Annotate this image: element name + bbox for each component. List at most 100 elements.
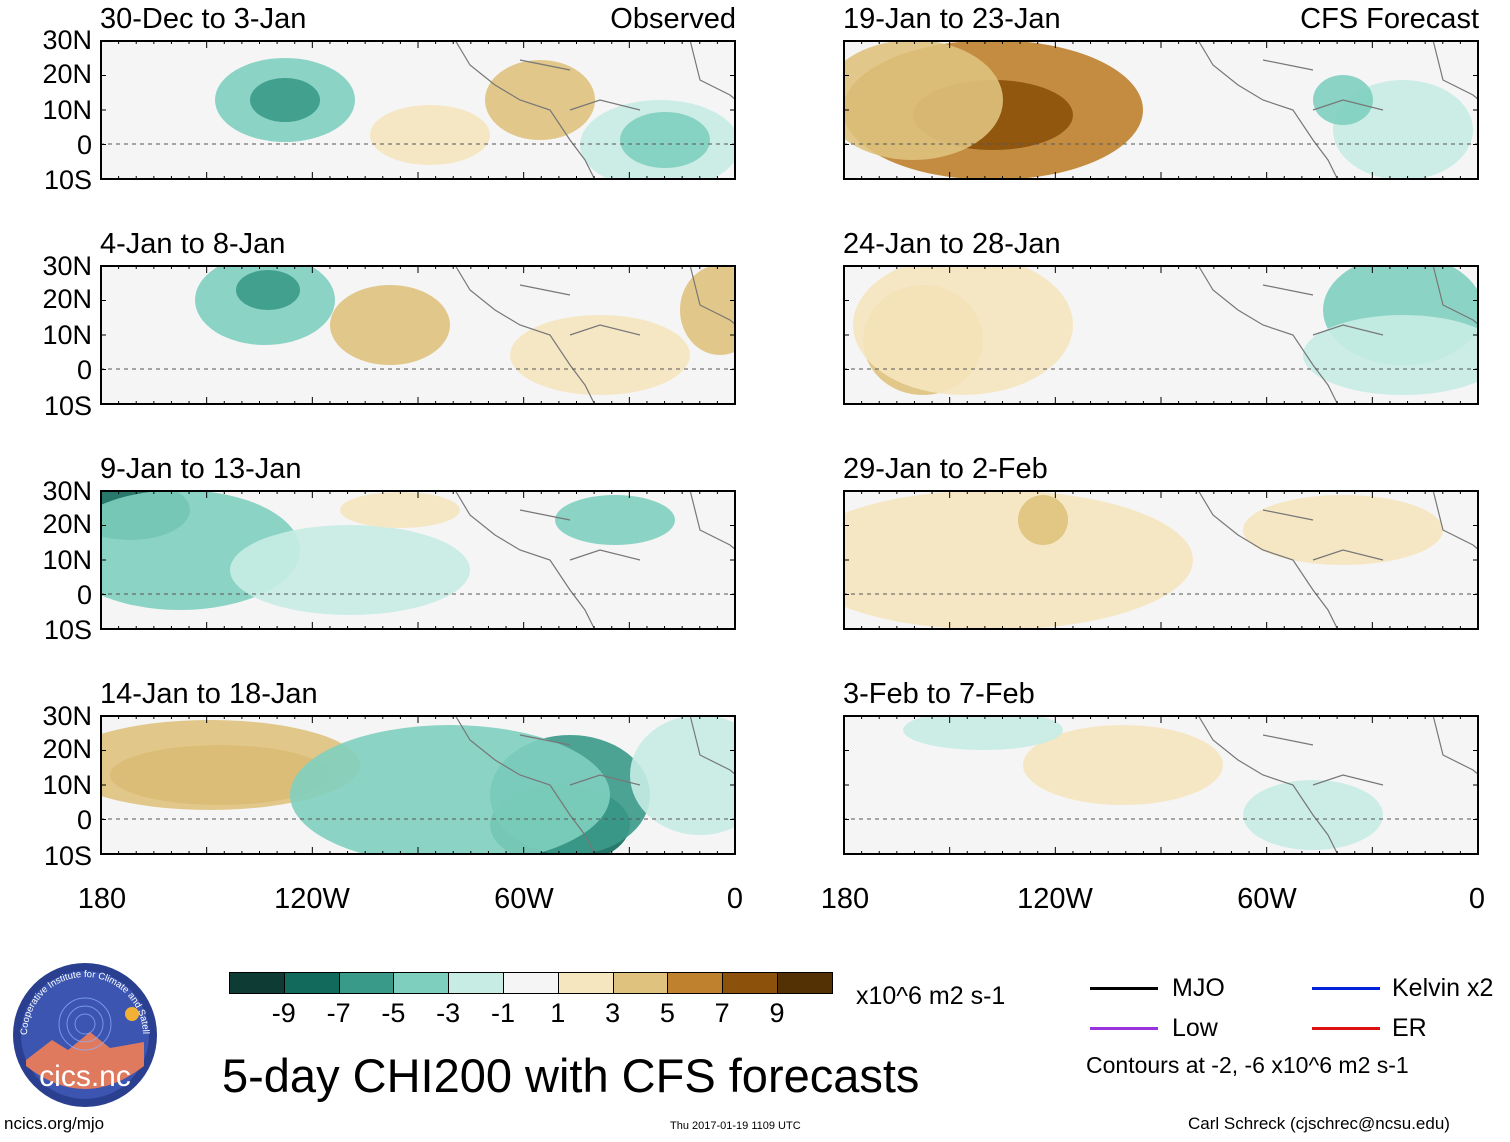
colorbar-tick-label: -7 (326, 998, 351, 1028)
anomaly-shading (1303, 315, 1479, 395)
footer-url[interactable]: ncics.org/mjo (4, 1114, 105, 1133)
lat-label: 20N (42, 734, 92, 764)
coastline (1197, 490, 1479, 630)
anomaly-shading (843, 40, 1003, 160)
panel-tag: Observed (610, 3, 736, 35)
lat-label: 10S (43, 165, 92, 195)
map-svg (100, 265, 736, 405)
colorbar-swatch (229, 972, 285, 994)
legend-label: Low (1172, 1014, 1218, 1042)
map-panel: 19-Jan to 23-Jan CFS Forecast (843, 3, 1479, 180)
anomaly-shading (510, 315, 690, 395)
panel-title: 4-Jan to 8-Jan (100, 228, 286, 260)
anomaly-shading (236, 270, 300, 310)
lat-label: 10S (43, 391, 92, 421)
panel-title: 9-Jan to 13-Jan (100, 453, 302, 485)
lat-label: 20N (42, 509, 92, 539)
map-panel: 3-Feb to 7-Feb (843, 678, 1479, 855)
lon-label: 180 (820, 883, 870, 915)
coastline (1197, 265, 1479, 405)
map-svg (100, 490, 736, 630)
coastline (1197, 40, 1479, 180)
colorbar-swatch (283, 972, 340, 994)
anomaly-shading (1243, 495, 1443, 565)
panel-title: 14-Jan to 18-Jan (100, 678, 318, 710)
colorbar-swatch (338, 972, 395, 994)
map-svg (843, 490, 1479, 630)
anomaly-shading (680, 265, 736, 355)
panel-title: 19-Jan to 23-Jan (843, 3, 1061, 35)
lon-label: 180 (77, 883, 127, 915)
colorbar-tick-label: 5 (659, 998, 675, 1028)
lat-label: 10N (42, 95, 92, 125)
legend-label: ER (1392, 1014, 1427, 1042)
anomaly-shading (843, 490, 1193, 630)
colorbar-tick-label: 3 (605, 998, 621, 1028)
colorbar-swatch (722, 972, 778, 994)
coastline (454, 490, 736, 630)
colorbar-swatch (448, 972, 504, 994)
contours-note: Contours at -2, -6 x10^6 m2 s-1 (1086, 1052, 1409, 1078)
lat-label: 30N (42, 25, 92, 55)
anomaly-shading (485, 60, 595, 140)
lat-label: 10N (42, 320, 92, 350)
lat-label: 0 (76, 580, 92, 610)
lat-label: 30N (42, 251, 92, 281)
legend-label: MJO (1172, 974, 1225, 1002)
map-svg (843, 715, 1479, 855)
lat-label: 30N (42, 476, 92, 506)
lon-label: 0 (726, 883, 744, 915)
anomaly-shading (340, 492, 460, 528)
legend-line-er (1312, 1027, 1380, 1030)
lon-label: 60W (494, 883, 554, 915)
anomaly-shading (290, 725, 610, 855)
map-panel: 9-Jan to 13-Jan (100, 453, 736, 630)
colorbar-tick-label: 1 (550, 998, 566, 1028)
panel-title: 29-Jan to 2-Feb (843, 453, 1048, 485)
map-svg (100, 715, 736, 855)
logo-text: cics.nc (39, 1060, 131, 1093)
anomaly-shading (250, 78, 320, 122)
panel-tag: CFS Forecast (1300, 3, 1479, 35)
lon-label: 120W (274, 883, 350, 915)
panel-title: 3-Feb to 7-Feb (843, 678, 1035, 710)
panel-title: 30-Dec to 3-Jan (100, 3, 307, 35)
lat-label: 20N (42, 59, 92, 89)
anomaly-shading (370, 105, 490, 165)
map-panel: 30-Dec to 3-Jan Observed (100, 3, 736, 180)
map-panel: 29-Jan to 2-Feb (843, 453, 1479, 630)
colorbar-tick-label: -9 (271, 998, 296, 1028)
lat-label: 0 (76, 805, 92, 835)
lat-label: 30N (42, 701, 92, 731)
legend-label: Kelvin x2 (1392, 974, 1494, 1002)
anomaly-shading (630, 715, 736, 835)
lat-label: 10S (43, 615, 92, 645)
colorbar-tick-label: -1 (490, 998, 516, 1028)
map-panel: 14-Jan to 18-Jan (100, 678, 736, 855)
coastline (1197, 715, 1479, 855)
footer-credit: Carl Schreck (cjschrec@ncsu.edu) (1188, 1114, 1450, 1133)
lon-label: 120W (1017, 883, 1093, 915)
lat-label: 0 (76, 130, 92, 160)
colorbar-tick-label: -5 (381, 998, 406, 1028)
lat-label: 0 (76, 355, 92, 385)
map-svg (843, 265, 1479, 405)
cics-logo: Cooperative Institute for Climate and Sa… (9, 954, 158, 1108)
anomaly-shading (230, 525, 470, 615)
colorbar-swatch (503, 972, 559, 994)
panel-title: 24-Jan to 28-Jan (843, 228, 1061, 260)
lon-label: 0 (1468, 883, 1486, 915)
legend-line-mjo (1090, 987, 1158, 990)
anomaly-shading (1023, 725, 1223, 805)
lat-label: 10S (43, 841, 92, 871)
colorbar-swatch (667, 972, 724, 994)
colorbar-tick-label: 9 (769, 998, 785, 1028)
colorbar-swatch (393, 972, 450, 994)
map-panel: 24-Jan to 28-Jan (843, 228, 1479, 405)
legend-line-low (1090, 1027, 1158, 1030)
anomaly-shading (555, 495, 675, 545)
colorbar-tick-label: 7 (714, 998, 730, 1028)
page-title: 5-day CHI200 with CFS forecasts (222, 1049, 920, 1102)
colorbar-units: x10^6 m2 s-1 (856, 982, 1006, 1010)
anomaly-shading (1018, 495, 1068, 545)
